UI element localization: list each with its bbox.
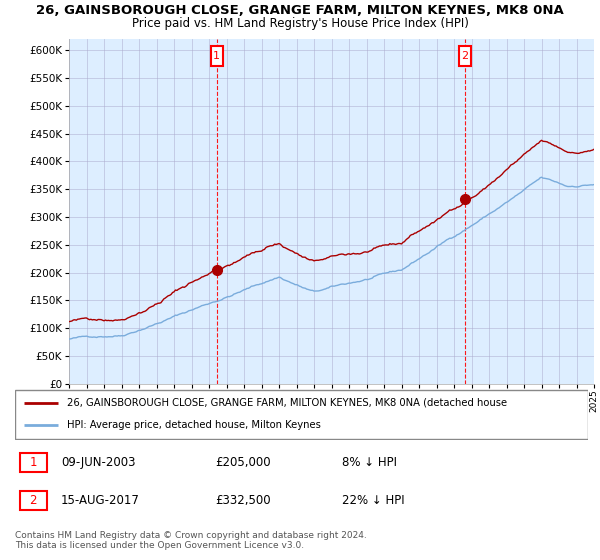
Text: 26, GAINSBOROUGH CLOSE, GRANGE FARM, MILTON KEYNES, MK8 0NA: 26, GAINSBOROUGH CLOSE, GRANGE FARM, MIL… bbox=[36, 4, 564, 17]
Text: 2: 2 bbox=[461, 51, 469, 61]
Bar bbox=[211, 46, 223, 66]
Bar bbox=[20, 491, 47, 510]
Text: 15-AUG-2017: 15-AUG-2017 bbox=[61, 494, 140, 507]
Text: Contains HM Land Registry data © Crown copyright and database right 2024.
This d: Contains HM Land Registry data © Crown c… bbox=[15, 531, 367, 550]
Text: £332,500: £332,500 bbox=[215, 494, 271, 507]
Text: 1: 1 bbox=[29, 456, 37, 469]
Text: 26, GAINSBOROUGH CLOSE, GRANGE FARM, MILTON KEYNES, MK8 0NA (detached house: 26, GAINSBOROUGH CLOSE, GRANGE FARM, MIL… bbox=[67, 398, 506, 408]
Bar bbox=[20, 453, 47, 472]
Bar bbox=[459, 46, 471, 66]
Text: Price paid vs. HM Land Registry's House Price Index (HPI): Price paid vs. HM Land Registry's House … bbox=[131, 17, 469, 30]
Text: 22% ↓ HPI: 22% ↓ HPI bbox=[341, 494, 404, 507]
Text: £205,000: £205,000 bbox=[215, 456, 271, 469]
Text: 2: 2 bbox=[29, 494, 37, 507]
Text: HPI: Average price, detached house, Milton Keynes: HPI: Average price, detached house, Milt… bbox=[67, 421, 320, 431]
Text: 09-JUN-2003: 09-JUN-2003 bbox=[61, 456, 136, 469]
Text: 1: 1 bbox=[213, 51, 220, 61]
Text: 8% ↓ HPI: 8% ↓ HPI bbox=[341, 456, 397, 469]
